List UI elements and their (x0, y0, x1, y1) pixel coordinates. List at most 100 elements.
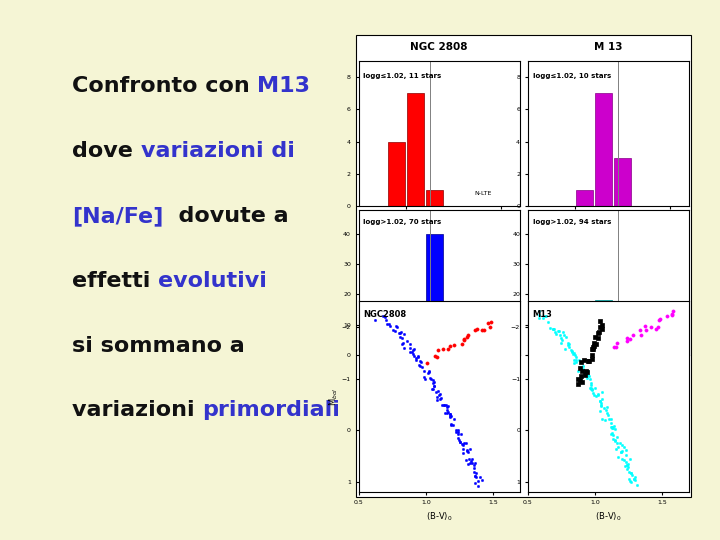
Point (477, 476, 488, 485)
Bar (614, 158, 631, 206)
Bar (356, 35, 691, 497)
Point (618, 442, 630, 451)
Point (611, 439, 622, 448)
Point (567, 350, 579, 359)
Point (623, 467, 634, 476)
Point (452, 434, 464, 442)
Point (458, 449, 469, 458)
Point (566, 347, 577, 355)
Point (454, 438, 466, 447)
Point (469, 472, 481, 481)
Point (609, 424, 621, 433)
Text: M13: M13 (258, 76, 310, 97)
Point (423, 367, 435, 376)
Bar (557, 346, 575, 355)
Point (600, 403, 612, 411)
Point (555, 334, 567, 342)
Point (570, 352, 582, 361)
Point (575, 376, 586, 384)
Point (454, 437, 466, 446)
Point (634, 326, 645, 334)
Point (533, 313, 544, 322)
Point (595, 399, 607, 408)
Point (606, 414, 617, 423)
Text: logg≤1.02, 11 stars: logg≤1.02, 11 stars (364, 73, 441, 79)
Point (550, 329, 562, 338)
Point (542, 317, 554, 326)
Point (438, 401, 450, 409)
Point (606, 429, 617, 438)
Point (444, 409, 456, 418)
Point (592, 389, 603, 398)
Point (441, 406, 453, 415)
Point (404, 347, 415, 356)
Text: logg>1.02, 70 stars: logg>1.02, 70 stars (364, 219, 441, 225)
Point (611, 339, 623, 348)
Text: evolutivi: evolutivi (158, 271, 267, 291)
Point (462, 446, 473, 454)
Point (596, 414, 608, 423)
Text: variazioni: variazioni (72, 400, 202, 421)
Point (641, 326, 652, 334)
Point (588, 341, 600, 350)
Point (552, 327, 564, 335)
Point (445, 411, 456, 420)
Point (446, 421, 457, 429)
Point (431, 353, 443, 361)
Point (413, 353, 424, 362)
Point (534, 310, 545, 319)
Point (462, 460, 473, 468)
Point (554, 330, 566, 339)
Point (625, 468, 636, 477)
Point (592, 329, 603, 338)
Point (618, 456, 630, 464)
Point (586, 385, 598, 394)
Point (432, 387, 444, 395)
Point (567, 348, 578, 357)
Point (570, 350, 581, 359)
Point (608, 343, 620, 352)
Point (456, 440, 467, 449)
Point (466, 455, 477, 463)
Point (568, 356, 580, 365)
Point (587, 342, 598, 351)
Point (539, 312, 551, 320)
Text: dovute a: dovute a (163, 206, 289, 226)
Text: dove: dove (72, 141, 140, 161)
Point (621, 337, 633, 346)
Point (560, 333, 572, 341)
Point (585, 385, 596, 394)
Point (628, 330, 639, 339)
Text: Confronto con: Confronto con (72, 76, 258, 97)
Point (425, 374, 436, 383)
Point (414, 361, 426, 369)
Text: logg>1.02, 94 stars: logg>1.02, 94 stars (533, 219, 611, 225)
Point (410, 354, 422, 362)
Point (622, 460, 634, 469)
Point (580, 370, 591, 379)
Point (580, 367, 591, 376)
Point (629, 473, 641, 482)
Point (446, 420, 457, 429)
Point (462, 330, 474, 339)
Point (419, 375, 431, 384)
Point (469, 459, 481, 468)
Bar (445, 319, 462, 355)
Point (624, 475, 635, 483)
Point (448, 341, 459, 349)
Point (620, 451, 631, 460)
Point (553, 327, 564, 335)
Point (570, 357, 582, 366)
Point (399, 330, 410, 339)
Point (413, 352, 424, 360)
Point (396, 340, 408, 349)
Point (562, 341, 573, 350)
Point (369, 316, 381, 325)
Point (611, 433, 623, 442)
Bar (576, 190, 593, 206)
Point (621, 334, 632, 343)
Point (474, 472, 486, 481)
X-axis label: [Na/Fe]: [Na/Fe] (595, 373, 622, 382)
Point (624, 477, 636, 485)
X-axis label: [Na/Fe]: [Na/Fe] (426, 373, 453, 382)
